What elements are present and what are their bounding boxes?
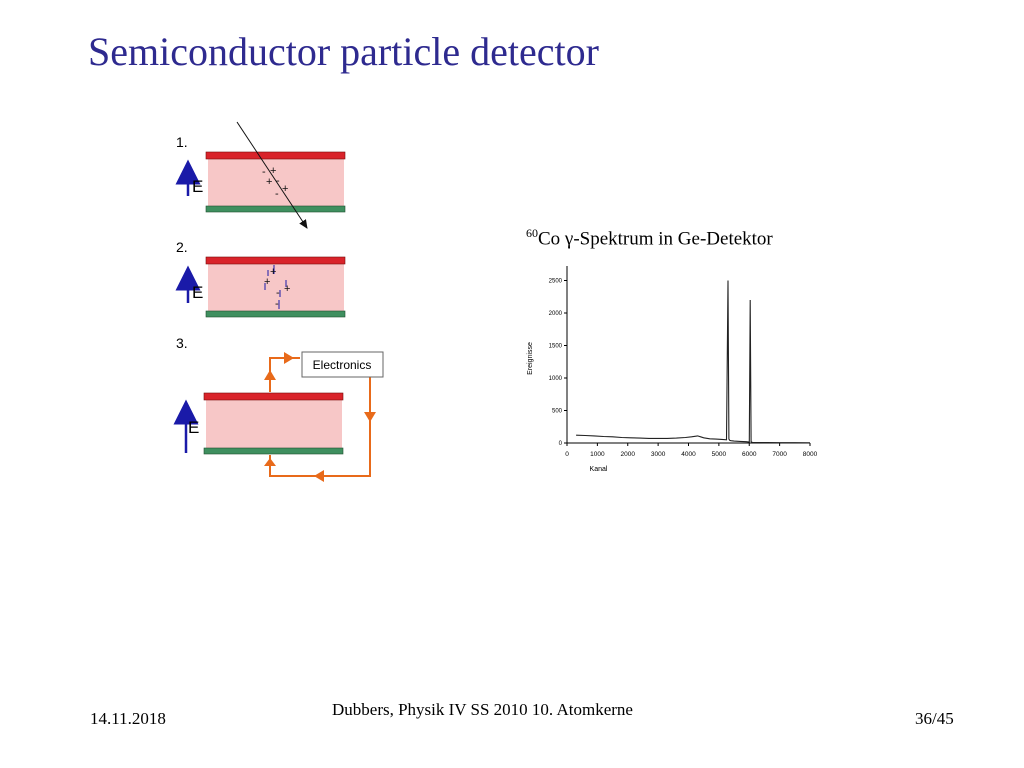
- step3-label: 3.: [176, 335, 188, 351]
- top-electrode-3: [203, 392, 344, 401]
- spectrum-caption-text: Co γ-Spektrum in Ge-Detektor: [538, 228, 773, 250]
- x-axis-label: Kanal: [590, 466, 608, 473]
- field-label-2: E: [192, 283, 203, 302]
- bulk-2: [208, 263, 344, 311]
- electronics-label: Electronics: [313, 358, 372, 372]
- bulk-3: [206, 399, 342, 448]
- x-tick-label: 4000: [681, 451, 696, 458]
- x-tick-label: 7000: [772, 451, 787, 458]
- bottom-electrode-3: [203, 447, 344, 455]
- svg-text:+: +: [270, 165, 276, 177]
- svg-text:+: +: [270, 266, 276, 278]
- x-tick-label: 0: [565, 451, 569, 458]
- top-electrode-1: [205, 151, 346, 160]
- x-tick-label: 3000: [651, 451, 666, 458]
- top-electrode-2: [205, 256, 346, 265]
- field-label-3: E: [188, 418, 199, 437]
- svg-text:-: -: [275, 188, 279, 200]
- bottom-electrode-2: [205, 310, 346, 318]
- y-tick-label: 0: [559, 441, 563, 447]
- spectrum-series-line: [576, 280, 811, 444]
- bottom-electrode-1: [205, 205, 346, 213]
- electronics-box: [301, 351, 384, 378]
- detector-step2: E ++ +- -: [175, 256, 346, 318]
- slide-title: Semiconductor particle detector: [88, 29, 599, 74]
- footer-center: Dubbers, Physik IV SS 2010 10. Atomkerne…: [332, 700, 646, 719]
- step2-label: 2.: [176, 239, 188, 255]
- svg-text:+: +: [284, 283, 290, 295]
- svg-text:+: +: [282, 183, 288, 195]
- x-tick-label: 6000: [742, 451, 757, 458]
- x-tick-label: 2000: [621, 451, 636, 458]
- svg-text:-: -: [276, 175, 280, 187]
- svg-text:+: +: [264, 276, 270, 288]
- footer-date: 14.11.2018: [90, 709, 166, 728]
- charge-pairs-1: - + + - +-: [262, 165, 288, 200]
- y-tick-label: 2500: [549, 279, 563, 285]
- plot-area: 0 500 1000 1500 2000 2500 0 1000 2000 3000 4000 500…: [527, 266, 818, 473]
- svg-text:-: -: [276, 287, 280, 299]
- footer-page-number: 36/45: [915, 709, 954, 728]
- isotope-mass-number: 60: [526, 226, 538, 240]
- svg-text:-: -: [275, 298, 279, 310]
- y-tick-label: 1500: [549, 344, 563, 350]
- drifting-charges: [264, 265, 287, 309]
- y-tick-label: 2000: [549, 311, 563, 317]
- y-tick-label: 1000: [549, 376, 563, 382]
- particle-track: [236, 121, 308, 229]
- svg-text:-: -: [262, 166, 266, 178]
- detector-step3: E Electronics: [173, 351, 384, 482]
- circuit-arrows: [264, 352, 376, 482]
- field-label-1: E: [192, 177, 203, 196]
- bulk-1: [208, 158, 344, 206]
- y-tick-label: 500: [552, 409, 563, 415]
- x-tick-label: 5000: [712, 451, 727, 458]
- spectrum-caption: 60Co γ-Spektrum in Ge-Detektor: [526, 226, 773, 250]
- detector-step1: E - + + - +-: [175, 121, 346, 229]
- x-tick-label: 8000: [803, 451, 818, 458]
- x-tick-label: 1000: [590, 451, 605, 458]
- y-axis-label: Ereignisse: [527, 342, 534, 375]
- step1-label: 1.: [176, 134, 188, 150]
- svg-text:+: +: [266, 176, 272, 188]
